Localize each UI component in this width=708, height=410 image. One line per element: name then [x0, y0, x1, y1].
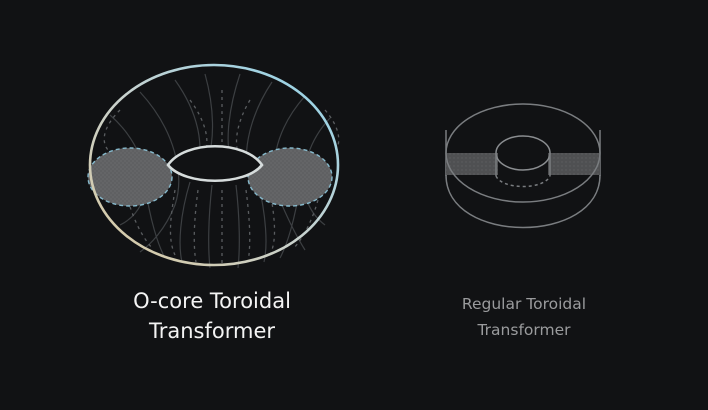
o-core-caption-line-2: Transformer: [148, 319, 275, 344]
o-core-caption-line-1: O-core Toroidal: [133, 289, 291, 313]
o-core-toroid-illustration: [87, 63, 340, 269]
regular-caption-line-1: Regular Toroidal: [461, 295, 587, 313]
right-cross-section: [247, 147, 333, 207]
toroid-inner-hole: [495, 135, 551, 171]
toroid-inner-hole: [166, 145, 264, 182]
right-cross-section-band: [548, 153, 600, 175]
left-cross-section-band: [446, 153, 498, 175]
regular-caption-line-2: Transformer: [477, 321, 571, 340]
left-cross-section: [87, 147, 173, 207]
toroid-top-surface: [445, 103, 601, 203]
toroid-outer-outline: [88, 63, 340, 267]
toroid-bottom-rim: [445, 174, 601, 229]
regular-toroid-illustration: [445, 103, 601, 229]
regular-toroidal-caption: Regular Toroidal Transformer: [424, 291, 624, 344]
o-core-toroidal-caption: O-core Toroidal Transformer: [62, 286, 362, 347]
